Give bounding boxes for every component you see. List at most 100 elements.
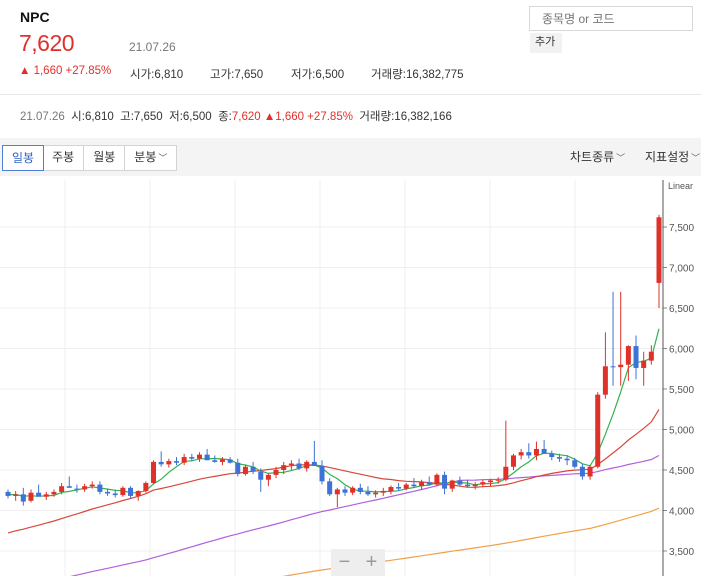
- candle-body: [480, 482, 486, 485]
- candle-body: [250, 466, 256, 472]
- candle-body: [112, 493, 118, 496]
- zoom-in-button[interactable]: +: [365, 551, 378, 573]
- candle-body: [151, 461, 157, 483]
- y-tick-label: 7,000: [669, 264, 694, 275]
- candle-body: [288, 463, 294, 466]
- candle-body: [5, 491, 11, 496]
- ma5-line: [8, 328, 660, 497]
- candle-body: [396, 487, 402, 489]
- candle-body: [59, 486, 65, 492]
- chevron-down-icon: ﹀: [158, 153, 168, 163]
- candle-body: [66, 486, 72, 488]
- summary-volume: 거래량:16,382,775: [371, 69, 464, 81]
- y-tick-label: 7,500: [669, 223, 694, 234]
- zoom-out-button[interactable]: −: [338, 551, 351, 573]
- detail-row: 21.07.26 시:6,810 고:7,650 저:6,500 종:7,620…: [20, 111, 452, 123]
- candle-body: [128, 487, 134, 496]
- candle-body: [296, 463, 302, 469]
- candle-body: [212, 460, 218, 462]
- candle-body: [549, 453, 555, 458]
- candle-body: [541, 448, 547, 454]
- candle-body: [633, 346, 639, 368]
- tab-daily[interactable]: 일봉: [2, 145, 45, 171]
- candlestick-chart[interactable]: 3,500 4,000 4,500 5,000 5,500 6,000 6,500 7,000…: [0, 180, 701, 576]
- tab-weekly[interactable]: 주봉: [43, 146, 85, 170]
- candle-body: [526, 452, 532, 456]
- candle-body: [204, 454, 210, 461]
- candle-body: [82, 486, 88, 490]
- candle-body: [442, 474, 448, 489]
- candle-body: [265, 474, 271, 480]
- candle-body: [327, 481, 333, 495]
- candle-body: [434, 474, 440, 485]
- stock-search-box[interactable]: [529, 6, 694, 31]
- tab-monthly[interactable]: 월봉: [84, 146, 126, 170]
- candle-body: [618, 364, 624, 368]
- y-tick-label: 6,500: [669, 304, 694, 315]
- candle-body: [648, 351, 654, 361]
- candle-body: [36, 492, 42, 497]
- candle-body: [641, 360, 647, 368]
- price-change: ▲ 1,660 +27.85%: [19, 65, 112, 77]
- candle-body: [388, 487, 394, 492]
- y-tick-label: 4,500: [669, 466, 694, 477]
- candle-body: [564, 458, 570, 461]
- indicator-settings-menu[interactable]: 지표설정 ﹀: [645, 150, 701, 164]
- candle-body: [365, 491, 371, 495]
- period-tabs: 일봉 주봉 월봉 분봉 ﹀: [2, 145, 178, 171]
- candle-body: [510, 455, 516, 467]
- candle-body: [281, 465, 287, 470]
- summary-high: 고가:7,650: [210, 69, 264, 81]
- candle-body: [258, 471, 264, 480]
- candle-body: [350, 487, 356, 493]
- candle-body: [457, 480, 463, 485]
- candle-body: [495, 479, 501, 481]
- candle-body: [625, 346, 631, 365]
- candle-body: [503, 466, 509, 480]
- candle-body: [97, 484, 103, 492]
- candle-body: [158, 461, 164, 465]
- price-date: 21.07.26: [129, 40, 176, 54]
- candle-body: [20, 494, 26, 502]
- stock-search-input[interactable]: [540, 7, 694, 31]
- candle-body: [518, 452, 524, 456]
- candle-body: [242, 466, 248, 475]
- y-tick-label: 4,000: [669, 507, 694, 518]
- candle-body: [488, 480, 494, 483]
- ma60-line: [70, 454, 660, 576]
- candle-body: [227, 459, 233, 463]
- candle-body: [656, 217, 662, 283]
- candle-body: [411, 484, 417, 487]
- candle-body: [572, 460, 578, 467]
- candle-body: [143, 482, 149, 492]
- candle-body: [43, 494, 49, 497]
- candle-body: [556, 457, 562, 459]
- candle-body: [319, 465, 325, 482]
- candle-body: [403, 484, 409, 489]
- y-tick-label: 5,000: [669, 426, 694, 437]
- candle-body: [579, 466, 585, 477]
- candle-body: [465, 484, 471, 487]
- ma20-line: [7, 409, 660, 534]
- y-tick-label: 3,500: [669, 547, 694, 558]
- candle-body: [196, 454, 202, 459]
- candle-body: [533, 448, 539, 456]
- candle-body: [89, 484, 95, 487]
- candle-body: [373, 492, 379, 495]
- candle-body: [380, 491, 386, 493]
- chart-type-menu[interactable]: 차트종류 ﹀: [570, 150, 626, 164]
- candle-body: [105, 491, 111, 494]
- candle-body: [449, 480, 455, 489]
- candle-body: [135, 491, 141, 496]
- candle-body: [587, 466, 593, 477]
- add-stock-button[interactable]: 추가: [530, 33, 562, 53]
- chevron-down-icon: ﹀: [616, 153, 626, 163]
- candle-body: [235, 462, 241, 475]
- tab-minute[interactable]: 분봉 ﹀: [134, 150, 168, 164]
- candle-body: [595, 394, 601, 467]
- candle-body: [472, 484, 478, 487]
- summary-low: 저가:6,500: [291, 69, 345, 81]
- candle-body: [219, 459, 225, 462]
- zoom-control: − +: [331, 549, 385, 576]
- candle-body: [173, 461, 179, 463]
